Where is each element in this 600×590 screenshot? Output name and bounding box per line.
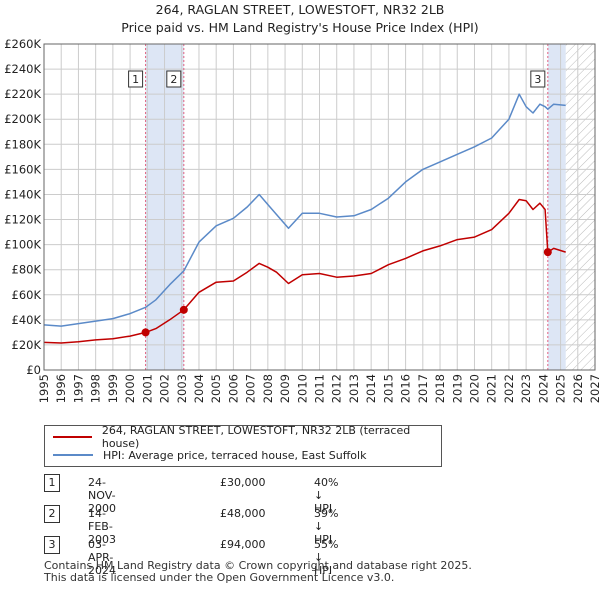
y-tick-label: £100K	[4, 238, 41, 252]
x-tick-label: 2027	[588, 374, 600, 403]
transaction-number: 3	[44, 536, 60, 554]
transaction-price: £30,000	[220, 476, 266, 489]
x-tick-label: 2021	[485, 374, 499, 403]
y-tick-label: £260K	[4, 37, 41, 51]
plot-frame	[43, 43, 596, 371]
x-tick-label: 1997	[71, 374, 85, 403]
x-tick-label: 2026	[571, 374, 585, 403]
x-tick-label: 1995	[37, 374, 51, 403]
x-tick-label: 1996	[54, 374, 68, 403]
x-tick-label: 2001	[140, 374, 154, 403]
chart-title: 264, RAGLAN STREET, LOWESTOFT, NR32 2LB	[155, 2, 445, 17]
x-tick-label: 2023	[519, 374, 533, 403]
y-tick-label: £240K	[4, 62, 41, 76]
sale-marker-box	[128, 70, 144, 88]
transaction-number: 2	[44, 505, 60, 523]
sale-point	[179, 305, 188, 314]
footer: Contains HM Land Registry data © Crown c…	[44, 560, 472, 584]
legend-item-hpi: HPI: Average price, terraced house, East…	[53, 446, 366, 464]
x-tick-label: 2010	[295, 374, 309, 403]
x-tick-label: 2013	[347, 374, 361, 403]
sale-marker-box	[166, 70, 182, 88]
transaction-hpi-diff: 55% ↓ HPI	[314, 538, 339, 577]
legend-swatch-property	[53, 436, 92, 438]
y-tick-label: £0	[26, 363, 41, 377]
transaction-price: £94,000	[220, 538, 266, 551]
x-tick-label: 2024	[536, 374, 550, 403]
transaction-number: 1	[44, 474, 60, 492]
sale-point	[543, 248, 552, 257]
x-tick-label: 2003	[175, 374, 189, 403]
sale-shaded-band	[547, 44, 566, 370]
x-tick-label: 2007	[244, 374, 258, 403]
x-tick-label: 2019	[450, 374, 464, 403]
sale-marker-label: 3	[530, 70, 546, 88]
x-tick-label: 2015	[381, 374, 395, 403]
sale-marker-number: 2	[170, 73, 177, 86]
x-tick-label: 2006	[226, 374, 240, 403]
sale-marker-label: 2	[166, 70, 182, 88]
x-tick-label: 2022	[502, 374, 516, 403]
sale-marker-number: 1	[132, 73, 139, 86]
x-tick-label: 2016	[399, 374, 413, 403]
transaction-price: £48,000	[220, 507, 266, 520]
footer-license: This data is licensed under the Open Gov…	[44, 571, 395, 584]
x-tick-label: 2017	[416, 374, 430, 403]
sale-marker-label: 1	[128, 70, 144, 88]
x-tick-label: 2020	[467, 374, 481, 403]
x-tick-label: 2000	[123, 374, 137, 403]
property-price-line	[43, 198, 566, 344]
y-tick-label: £160K	[4, 162, 41, 176]
transaction-hpi-diff: 39% ↓ HPI	[314, 507, 339, 546]
legend-label-hpi: HPI: Average price, terraced house, East…	[103, 448, 367, 462]
y-tick-label: £200K	[4, 112, 41, 126]
x-tick-label: 2025	[554, 374, 568, 403]
chart-subtitle: Price paid vs. HM Land Registry's House …	[121, 20, 479, 35]
x-tick-label: 2018	[433, 374, 447, 403]
footer-copyright: Contains HM Land Registry data © Crown c…	[44, 559, 472, 572]
x-tick-label: 1999	[106, 374, 120, 403]
x-tick-label: 1998	[89, 374, 103, 403]
sale-marker-box	[530, 70, 546, 88]
sale-point	[141, 328, 150, 337]
x-tick-label: 2009	[278, 374, 292, 403]
y-tick-label: £20K	[12, 338, 42, 352]
sale-marker-number: 3	[534, 73, 541, 86]
x-tick-label: 2014	[364, 374, 378, 403]
x-tick-label: 2011	[313, 374, 327, 403]
y-tick-label: £140K	[4, 187, 41, 201]
y-tick-label: £120K	[4, 213, 41, 227]
legend-label-property: 264, RAGLAN STREET, LOWESTOFT, NR32 2LB …	[101, 424, 411, 450]
future-hatched-region	[565, 44, 595, 370]
legend-swatch-hpi	[53, 454, 93, 456]
legend-item-property: 264, RAGLAN STREET, LOWESTOFT, NR32 2LB …	[53, 424, 441, 450]
y-tick-label: £220K	[4, 87, 41, 101]
y-tick-label: £180K	[4, 137, 41, 151]
transaction-date: 24-NOV-2000	[88, 476, 116, 515]
y-tick-label: £60K	[12, 288, 42, 302]
x-tick-label: 2008	[261, 374, 275, 403]
price-chart: 1 2 3 £0 £20K £40K £60K £80K £100K £120K £140K £16…	[4, 37, 600, 403]
legend: 264, RAGLAN STREET, LOWESTOFT, NR32 2LB …	[44, 424, 442, 467]
transaction-date: 14-FEB-2003	[88, 507, 116, 546]
y-tick-label: £40K	[12, 313, 42, 327]
y-tick-label: £80K	[12, 263, 42, 277]
x-tick-label: 2012	[330, 374, 344, 403]
transaction-hpi-diff: 40% ↓ HPI	[314, 476, 339, 515]
x-tick-label: 2004	[192, 374, 206, 403]
transaction-date: 03-APR-2024	[88, 538, 116, 577]
x-tick-label: 2002	[158, 374, 172, 403]
hpi-line	[43, 93, 566, 327]
x-tick-label: 2005	[209, 374, 223, 403]
